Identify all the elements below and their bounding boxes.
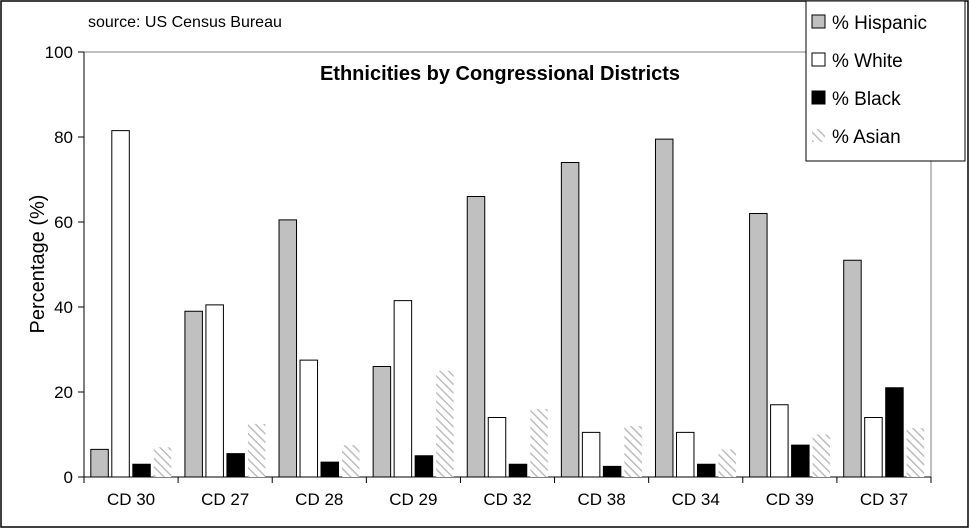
legend-swatch — [811, 52, 826, 67]
bar — [278, 219, 298, 478]
bar — [226, 453, 245, 478]
bar — [372, 366, 392, 478]
x-tick-label: CD 38 — [578, 490, 626, 509]
x-tick-label: CD 34 — [672, 490, 720, 509]
bar — [749, 213, 768, 478]
bar — [153, 447, 172, 477]
bar — [247, 423, 266, 477]
bar — [885, 387, 904, 478]
bar — [342, 445, 360, 477]
bar — [530, 409, 548, 477]
bar — [581, 431, 601, 478]
x-tick-label: CD 39 — [766, 490, 814, 509]
y-tick-label: 40 — [54, 298, 73, 317]
x-tick-label: CD 29 — [389, 490, 437, 509]
legend-box — [805, 0, 966, 162]
y-axis-label: Percentage (%) — [27, 195, 49, 334]
bar — [906, 428, 925, 477]
bar — [791, 444, 810, 478]
legend-label: % White — [832, 51, 903, 72]
legend: % Hispanic % White % Black % Asian — [805, 0, 966, 162]
bar — [393, 300, 413, 478]
x-tick-label: CD 37 — [860, 490, 908, 509]
bar — [111, 130, 130, 478]
bar — [624, 426, 642, 477]
bar — [812, 434, 831, 477]
bar — [696, 463, 716, 478]
chart-title: Ethnicities by Congressional Districts — [320, 63, 680, 85]
bar — [508, 463, 528, 478]
legend-label: % Asian — [832, 127, 901, 148]
bar — [654, 138, 674, 478]
x-tick-label: CD 27 — [201, 490, 249, 509]
legend-label: % Black — [832, 89, 901, 110]
y-tick-label: 0 — [64, 468, 73, 487]
x-tick-label: CD 30 — [107, 490, 155, 509]
bar — [320, 461, 340, 478]
bar — [560, 162, 580, 478]
bar — [864, 417, 883, 478]
bar — [132, 463, 151, 478]
axes: 0 20 40 60 80 100 CD 30 CD 27 CD 28 CD 29 CD 32 CD … — [45, 43, 932, 509]
bar — [184, 310, 203, 478]
bar — [675, 431, 695, 478]
legend-swatch — [812, 129, 825, 142]
bar — [770, 404, 789, 478]
bar — [414, 455, 434, 478]
y-tick-label: 100 — [45, 43, 73, 62]
legend-swatch — [811, 90, 826, 105]
bar — [602, 465, 622, 478]
bar — [487, 417, 507, 478]
bar — [843, 259, 862, 478]
bar — [90, 448, 109, 478]
bar — [205, 304, 224, 478]
bar — [466, 196, 486, 478]
bar — [299, 359, 319, 478]
y-tick-label: 80 — [54, 128, 73, 147]
bar — [718, 449, 736, 477]
y-tick-label: 60 — [54, 213, 73, 232]
legend-swatch — [811, 14, 826, 29]
bars — [90, 130, 925, 478]
x-tick-label: CD 32 — [483, 490, 531, 509]
bar — [436, 370, 454, 477]
x-tick-label: CD 28 — [295, 490, 343, 509]
source-note: source: US Census Bureau — [88, 14, 282, 31]
legend-label: % Hispanic — [832, 13, 927, 34]
y-tick-label: 20 — [54, 383, 73, 402]
